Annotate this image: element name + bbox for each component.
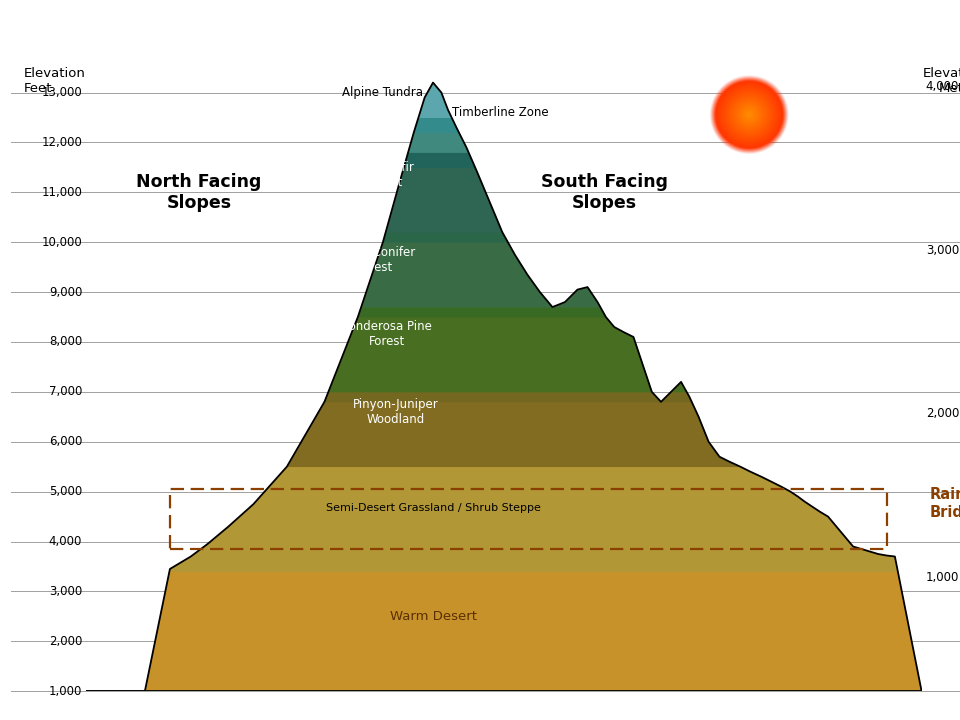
Text: 5,000: 5,000 — [49, 485, 83, 498]
Text: Timberline Zone: Timberline Zone — [451, 106, 548, 119]
Text: Mixed Conifer
Forest: Mixed Conifer Forest — [334, 246, 415, 274]
Text: 2,000: 2,000 — [49, 635, 83, 648]
Text: 12,000: 12,000 — [41, 136, 83, 149]
Text: 3,000: 3,000 — [925, 243, 959, 256]
Text: Alpine Tundra: Alpine Tundra — [343, 86, 423, 99]
Polygon shape — [86, 83, 922, 691]
Text: Elevation
Feet: Elevation Feet — [24, 67, 85, 95]
Text: North Facing
Slopes: North Facing Slopes — [136, 173, 262, 212]
Text: 1,000: 1,000 — [925, 571, 959, 584]
Text: 3,000: 3,000 — [49, 585, 83, 598]
Text: 2,000: 2,000 — [925, 408, 959, 420]
Text: 4,000: 4,000 — [925, 80, 959, 93]
Text: Rainbow
Bridge: Rainbow Bridge — [930, 487, 960, 520]
Text: 11,000: 11,000 — [41, 186, 83, 199]
Text: 13,000: 13,000 — [41, 86, 83, 99]
Text: Semi-Desert Grassland / Shrub Steppe: Semi-Desert Grassland / Shrub Steppe — [325, 503, 540, 513]
Text: 10,000: 10,000 — [41, 235, 83, 248]
Text: 4,000: 4,000 — [49, 535, 83, 548]
Text: 1,000: 1,000 — [49, 685, 83, 698]
Text: 7,000: 7,000 — [49, 385, 83, 398]
Text: Spruce-fir
Forest: Spruce-fir Forest — [356, 161, 415, 189]
Text: Warm Desert: Warm Desert — [390, 610, 476, 623]
Text: 6,000: 6,000 — [49, 436, 83, 449]
Text: South Facing
Slopes: South Facing Slopes — [540, 173, 668, 212]
Bar — [170, 489, 886, 549]
Text: 9,000: 9,000 — [49, 286, 83, 299]
Text: Elevation
Meters: Elevation Meters — [923, 67, 960, 95]
Text: 8,000: 8,000 — [49, 336, 83, 348]
Text: Pinyon-Juniper
Woodland: Pinyon-Juniper Woodland — [352, 398, 439, 426]
Text: Ponderosa Pine
Forest: Ponderosa Pine Forest — [342, 320, 432, 348]
